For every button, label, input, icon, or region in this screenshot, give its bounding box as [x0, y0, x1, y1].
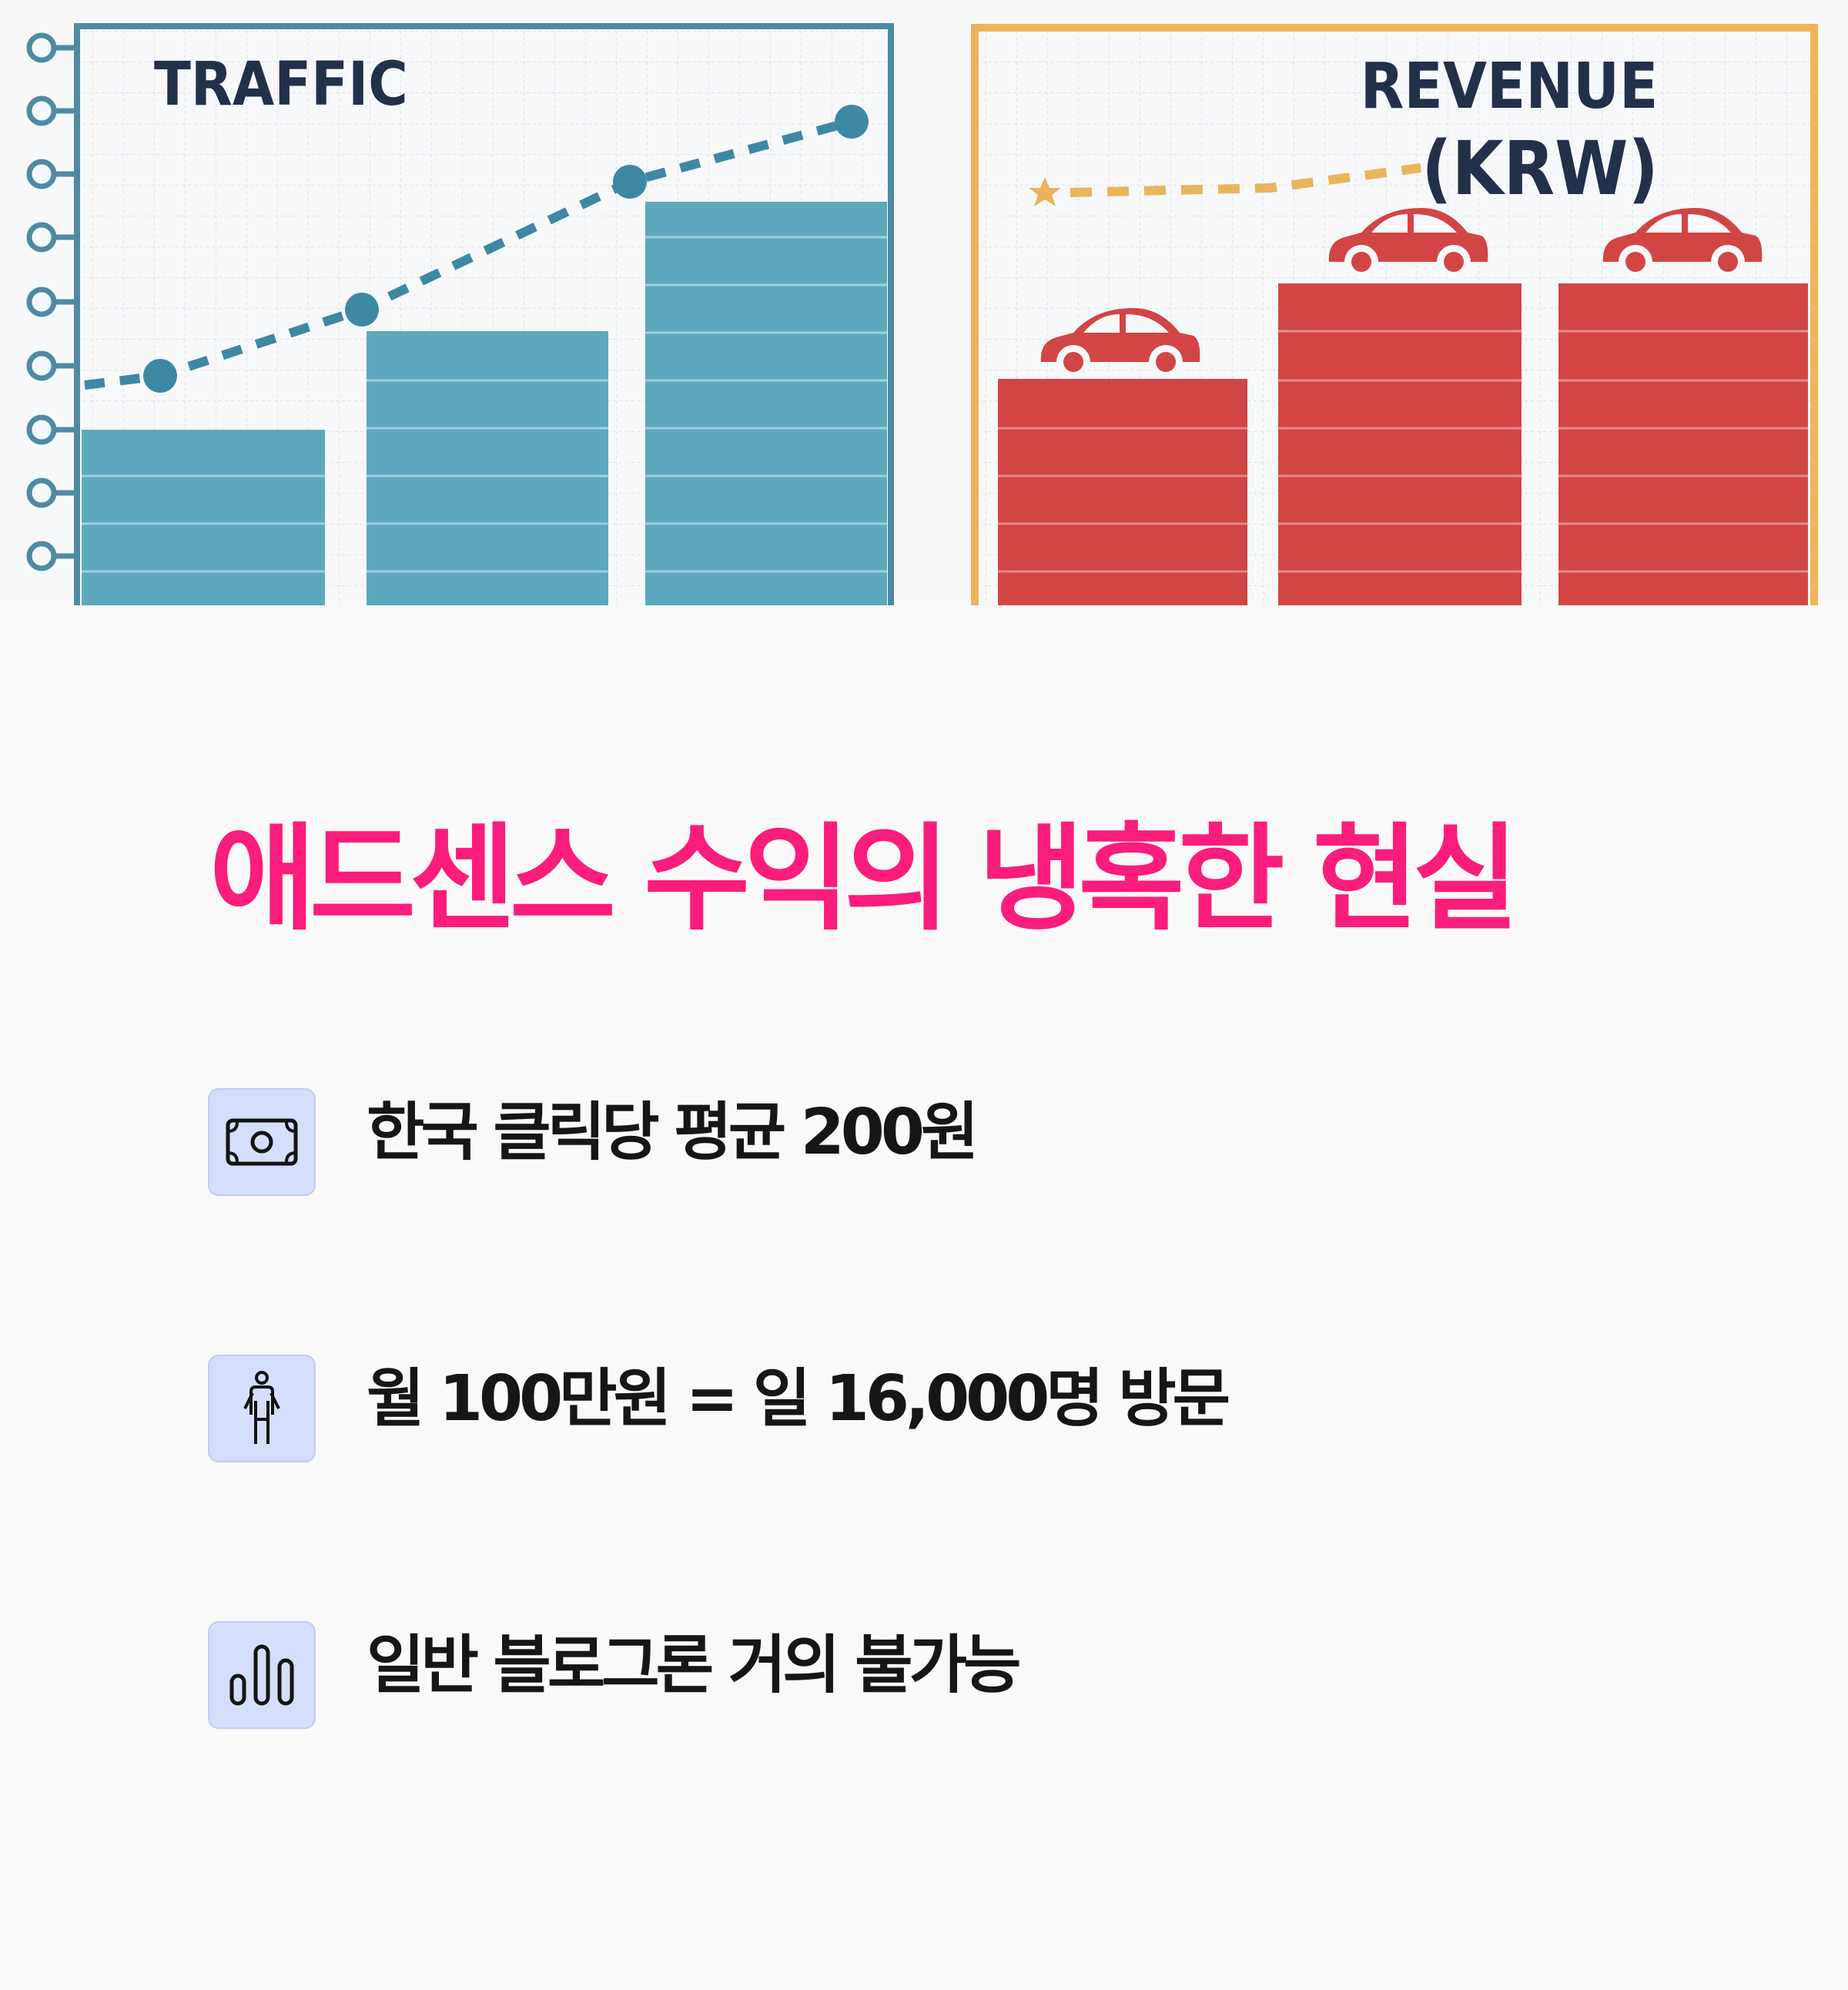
fact-text: 일반 블로그론 거의 불가능 [367, 1628, 1021, 1702]
bar-chart-icon [229, 1644, 294, 1706]
fact-icon-tile [208, 1621, 316, 1729]
revenue-chart-frame [971, 24, 1818, 605]
fact-item-cpc: 한국 클릭당 평균 200원 [208, 1087, 979, 1197]
revenue-bars [998, 283, 1808, 605]
traffic-bars [82, 202, 887, 605]
revenue-bar-3 [1558, 283, 1808, 605]
fact-icon-tile [208, 1355, 316, 1462]
revenue-bar-1 [998, 379, 1247, 605]
traffic-bar-2 [367, 331, 608, 605]
revenue-chart: REVENUE (KRW) [971, 24, 1818, 605]
star-icon [1029, 177, 1061, 206]
person-icon [243, 1371, 280, 1444]
fact-item-visitors: 월 100만원 = 일 16,000명 방문 [208, 1354, 1230, 1463]
revenue-chart-subtitle: (KRW) [1421, 126, 1659, 212]
fact-icon-tile [208, 1088, 316, 1196]
revenue-chart-title: REVENUE [1361, 50, 1659, 123]
traffic-trend-line [84, 105, 869, 393]
traffic-chart-title: TRAFFIC [154, 50, 408, 119]
traffic-bar-1 [82, 430, 325, 605]
page-headline: 애드센스 수익의 냉혹한 현실 [209, 812, 1519, 946]
illustration-canvas: TRAFFIC [26, 23, 1818, 605]
hero-illustration: TRAFFIC [0, 0, 1848, 605]
traffic-bar-3 [645, 202, 887, 605]
traffic-chart-frame [74, 23, 894, 605]
money-bill-icon [226, 1118, 298, 1166]
revenue-trend-line [1029, 163, 1421, 206]
notebook-rings [26, 32, 77, 571]
traffic-chart: TRAFFIC [26, 23, 894, 605]
revenue-bar-2 [1278, 283, 1522, 605]
fact-text: 한국 클릭당 평균 200원 [367, 1095, 979, 1169]
fact-text: 월 100만원 = 일 16,000명 방문 [367, 1362, 1230, 1436]
fact-item-difficulty: 일반 블로그론 거의 불가능 [208, 1620, 1021, 1730]
